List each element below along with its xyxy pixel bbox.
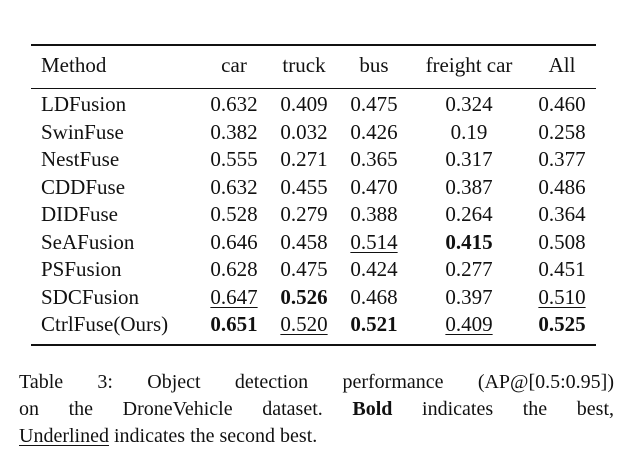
table-cell-truck: 0.271 xyxy=(280,147,328,171)
table-cell-truck: 0.409 xyxy=(280,92,328,116)
caption-bold-word: Bold xyxy=(352,398,393,420)
method-name: SwinFuse xyxy=(41,120,124,144)
method-name: NestFuse xyxy=(41,147,120,171)
table-header-rule xyxy=(31,88,596,89)
table-cell-bus: 0.388 xyxy=(350,202,398,226)
table-cell-bus: 0.365 xyxy=(350,147,398,171)
table-cell-all: 0.258 xyxy=(538,120,586,144)
table-cell-truck: 0.279 xyxy=(280,202,328,226)
caption-line-1: Table 3: Object detection performance (A… xyxy=(19,371,614,393)
caption-underlined-word: Underlined xyxy=(19,425,109,447)
underlined-value: 0.514 xyxy=(350,230,398,254)
method-name: SeAFusion xyxy=(41,230,135,254)
table-cell-all: 0.525 xyxy=(538,312,586,336)
table-cell-bus: 0.521 xyxy=(350,312,398,336)
header-freight-car: freight car xyxy=(425,53,513,77)
table-caption: Table 3: Object detection performance (A… xyxy=(19,369,614,450)
table-cell-all: 0.508 xyxy=(538,230,586,254)
table-cell-bus: 0.468 xyxy=(350,285,398,309)
table-cell-car: 0.632 xyxy=(210,92,258,116)
method-name: SDCFusion xyxy=(41,285,140,309)
table-cell-car: 0.647 xyxy=(199,285,269,309)
header-bus: bus xyxy=(359,53,389,77)
table-top-rule xyxy=(31,44,596,46)
table-cell-freight-car: 0.387 xyxy=(445,175,493,199)
table-cell-truck: 0.455 xyxy=(280,175,328,199)
table-cell-car: 0.382 xyxy=(210,120,258,144)
underlined-value: 0.510 xyxy=(538,285,586,309)
table-cell-all: 0.451 xyxy=(538,257,586,281)
table-cell-car: 0.528 xyxy=(210,202,258,226)
underlined-value: 0.647 xyxy=(210,285,258,309)
table-cell-freight-car: 0.264 xyxy=(445,202,493,226)
table-cell-all: 0.510 xyxy=(527,285,597,309)
table-cell-freight-car: 0.317 xyxy=(445,147,493,171)
method-name: CDDFuse xyxy=(41,175,126,199)
table-cell-truck: 0.475 xyxy=(280,257,328,281)
underlined-value: 0.409 xyxy=(445,312,493,336)
table-cell-freight-car: 0.277 xyxy=(445,257,493,281)
header-method: Method xyxy=(41,53,107,77)
caption-line-2: on the DroneVehicle dataset. Bold indica… xyxy=(19,396,614,423)
table-cell-all: 0.486 xyxy=(538,175,586,199)
table-cell-bus: 0.514 xyxy=(339,230,409,254)
header-truck: truck xyxy=(282,53,326,77)
header-car: car xyxy=(221,53,247,77)
table-cell-freight-car: 0.415 xyxy=(445,230,493,254)
table-cell-bus: 0.426 xyxy=(350,120,398,144)
table-cell-freight-car: 0.397 xyxy=(445,285,493,309)
table-cell-freight-car: 0.409 xyxy=(409,312,529,336)
table-cell-all: 0.377 xyxy=(538,147,586,171)
table-cell-bus: 0.475 xyxy=(350,92,398,116)
table-cell-car: 0.646 xyxy=(210,230,258,254)
table-cell-truck: 0.458 xyxy=(280,230,328,254)
table-cell-car: 0.628 xyxy=(210,257,258,281)
table-cell-car: 0.555 xyxy=(210,147,258,171)
header-all: All xyxy=(548,53,576,77)
method-name: CtrlFuse(Ours) xyxy=(41,312,169,336)
table-cell-freight-car: 0.324 xyxy=(445,92,493,116)
table-cell-truck: 0.526 xyxy=(280,285,328,309)
method-name: PSFusion xyxy=(41,257,122,281)
caption-text: on the DroneVehicle dataset. xyxy=(19,398,323,420)
table-cell-car: 0.651 xyxy=(210,312,258,336)
caption-text: indicates the second best. xyxy=(113,425,318,447)
table-cell-bus: 0.424 xyxy=(350,257,398,281)
method-name: LDFusion xyxy=(41,92,127,116)
table-cell-bus: 0.470 xyxy=(350,175,398,199)
table-cell-all: 0.364 xyxy=(538,202,586,226)
table-cell-truck: 0.032 xyxy=(280,120,328,144)
caption-text: indicates the best, xyxy=(422,398,615,420)
table-cell-truck: 0.520 xyxy=(269,312,339,336)
table-cell-freight-car: 0.19 xyxy=(450,120,488,144)
table-bottom-rule xyxy=(31,344,596,346)
underlined-value: 0.520 xyxy=(280,312,328,336)
method-name: DIDFuse xyxy=(41,202,118,226)
table-cell-car: 0.632 xyxy=(210,175,258,199)
caption-line-3: Underlined indicates the second best. xyxy=(19,423,614,450)
table-cell-all: 0.460 xyxy=(538,92,586,116)
